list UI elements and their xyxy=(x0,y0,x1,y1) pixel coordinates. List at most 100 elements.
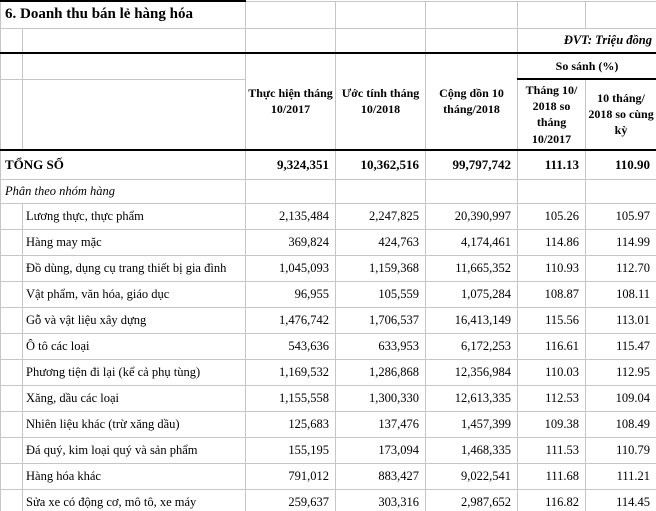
column-header-comparison-group: So sánh (%) xyxy=(517,52,656,80)
empty-cell xyxy=(0,27,23,54)
cell-value: 1,300,330 xyxy=(335,385,427,413)
row-indent-cell xyxy=(0,359,23,387)
cell-value: 115.56 xyxy=(517,307,587,335)
cell-value: 12,356,984 xyxy=(425,359,519,387)
row-label: Sửa xe có động cơ, mô tô, xe máy xyxy=(21,489,247,511)
table-row: Đồ dùng, dụng cụ trang thiết bị gia đình… xyxy=(0,255,656,283)
cell-value: 303,316 xyxy=(335,489,427,511)
row-label: Phương tiện đi lại (kể cả phụ tùng) xyxy=(21,359,247,387)
cell-value: 10,362,516 xyxy=(335,149,427,181)
cell-value: 1,476,742 xyxy=(245,307,337,335)
empty-cell xyxy=(335,0,427,29)
page-title: 6. Doanh thu bán lẻ hàng hóa xyxy=(0,0,247,29)
cell-value: 1,169,532 xyxy=(245,359,337,387)
row-indent-cell xyxy=(0,333,23,361)
row-indent-cell xyxy=(0,489,23,511)
row-indent-cell xyxy=(0,463,23,491)
cell-value: 96,955 xyxy=(245,281,337,309)
column-header-ytd-compare: 10 tháng/ 2018 so cùng kỳ xyxy=(585,78,656,151)
empty-cell xyxy=(245,27,337,54)
empty-cell xyxy=(21,52,247,80)
empty-cell xyxy=(21,78,247,151)
cell-value: 110.03 xyxy=(517,359,587,387)
cell-value: 2,247,825 xyxy=(335,203,427,231)
cell-value: 111.53 xyxy=(517,437,587,465)
row-indent-cell xyxy=(0,229,23,257)
cell-value: 11,665,352 xyxy=(425,255,519,283)
cell-value: 114.45 xyxy=(585,489,656,511)
cell-value: 173,094 xyxy=(335,437,427,465)
cell-value: 20,390,997 xyxy=(425,203,519,231)
cell-value: 110.79 xyxy=(585,437,656,465)
cell-value: 16,413,149 xyxy=(425,307,519,335)
cell-value xyxy=(585,179,656,205)
cell-value: 99,797,742 xyxy=(425,149,519,181)
empty-cell xyxy=(585,0,656,29)
cell-value: 2,135,484 xyxy=(245,203,337,231)
cell-value: 108.49 xyxy=(585,411,656,439)
cell-value: 116.82 xyxy=(517,489,587,511)
cell-value: 4,174,461 xyxy=(425,229,519,257)
header-group-row: Thực hiện tháng 10/2017 Ước tính tháng 1… xyxy=(0,52,656,151)
row-label: TỔNG SỐ xyxy=(0,149,247,181)
cell-value: 883,427 xyxy=(335,463,427,491)
cell-value: 1,045,093 xyxy=(245,255,337,283)
row-label: Đá quý, kim loại quý và sản phẩm xyxy=(21,437,247,465)
row-indent-cell xyxy=(0,385,23,413)
cell-value: 111.13 xyxy=(517,149,587,181)
cell-value: 105.97 xyxy=(585,203,656,231)
row-label: Xăng, dầu các loại xyxy=(21,385,247,413)
table-row: Đá quý, kim loại quý và sản phẩm 155,195 1… xyxy=(0,437,656,465)
column-header-estimate: Ước tính tháng 10/2018 xyxy=(335,52,427,151)
cell-value: 110.90 xyxy=(585,149,656,181)
cell-value: 114.86 xyxy=(517,229,587,257)
unit-note: ĐVT: Triệu đồng xyxy=(517,27,656,54)
table-row: Nhiên liệu khác (trừ xăng dầu) 125,683 137… xyxy=(0,411,656,439)
empty-cell xyxy=(0,52,23,80)
cell-value: 2,987,652 xyxy=(425,489,519,511)
cell-value: 105,559 xyxy=(335,281,427,309)
cell-value xyxy=(335,179,427,205)
row-label: Phân theo nhóm hàng xyxy=(0,179,247,205)
empty-cell xyxy=(425,0,519,29)
cell-value: 112.53 xyxy=(517,385,587,413)
cell-value: 543,636 xyxy=(245,333,337,361)
cell-value: 12,613,335 xyxy=(425,385,519,413)
cell-value: 259,637 xyxy=(245,489,337,511)
empty-cell xyxy=(425,27,519,54)
cell-value: 112.70 xyxy=(585,255,656,283)
table-row: Gỗ và vật liệu xây dựng 1,476,742 1,706,53… xyxy=(0,307,656,335)
table-row: TỔNG SỐ 9,324,351 10,362,516 99,797,742 111.… xyxy=(0,149,656,181)
cell-value: 110.93 xyxy=(517,255,587,283)
cell-value: 1,155,558 xyxy=(245,385,337,413)
cell-value: 369,824 xyxy=(245,229,337,257)
row-label: Lương thực, thực phẩm xyxy=(21,203,247,231)
cell-value: 115.47 xyxy=(585,333,656,361)
title-row: 6. Doanh thu bán lẻ hàng hóa xyxy=(0,0,656,29)
table-row: Vật phẩm, văn hóa, giáo dục 96,955 105,559… xyxy=(0,281,656,309)
cell-value: 1,159,368 xyxy=(335,255,427,283)
cell-value: 109.38 xyxy=(517,411,587,439)
cell-value: 633,953 xyxy=(335,333,427,361)
table-row: Xăng, dầu các loại 1,155,558 1,300,330 12,6… xyxy=(0,385,656,413)
empty-cell xyxy=(0,78,23,151)
row-label: Vật phẩm, văn hóa, giáo dục xyxy=(21,281,247,309)
table-row: Phân theo nhóm hàng xyxy=(0,179,656,205)
cell-value: 9,022,541 xyxy=(425,463,519,491)
row-label: Gỗ và vật liệu xây dựng xyxy=(21,307,247,335)
table-row: Hàng may mặc 369,824 424,763 4,174,461 114.8… xyxy=(0,229,656,257)
empty-cell xyxy=(517,0,587,29)
empty-cell xyxy=(245,0,337,29)
table-body: TỔNG SỐ 9,324,351 10,362,516 99,797,742 111.… xyxy=(0,149,656,511)
cell-value xyxy=(245,179,337,205)
cell-value xyxy=(517,179,587,205)
column-header-cumulative: Cộng dồn 10 tháng/2018 xyxy=(425,52,519,151)
cell-value xyxy=(425,179,519,205)
table-row: Sửa xe có động cơ, mô tô, xe máy 259,637 3… xyxy=(0,489,656,511)
cell-value: 9,324,351 xyxy=(245,149,337,181)
table-row: Ô tô các loại 543,636 633,953 6,172,253 116.… xyxy=(0,333,656,361)
cell-value: 1,706,537 xyxy=(335,307,427,335)
row-label: Đồ dùng, dụng cụ trang thiết bị gia đình xyxy=(21,255,247,283)
